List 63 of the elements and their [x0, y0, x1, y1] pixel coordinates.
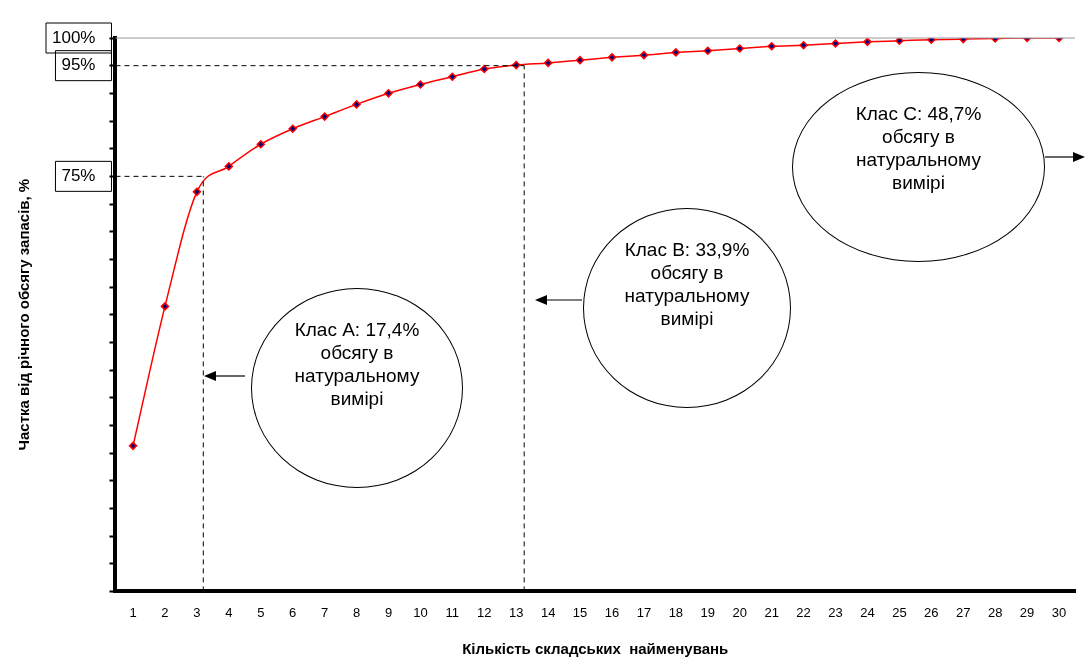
x-tick-label: 25 [892, 604, 907, 620]
annotation: Клас С: 48,7% обсягу в натуральному вимірі [854, 102, 983, 194]
x-tick-label: 2 [161, 604, 169, 620]
point [160, 302, 170, 311]
annotation: Клас А: 17,4% обсягу в натуральному вимірі [293, 318, 421, 410]
x-tick-label: 10 [413, 604, 428, 620]
x-tick-label: 13 [508, 604, 524, 620]
point [384, 89, 393, 98]
x-tick-label: 12 [477, 604, 492, 620]
y-axis-title: Частка від річного обсягу запасів, % [15, 178, 33, 451]
y-tick-label: 75% [61, 166, 96, 186]
x-tick-label: 7 [321, 604, 329, 620]
x-tick-label: 19 [700, 604, 716, 620]
x-tick-label: 17 [636, 604, 652, 620]
point [320, 112, 329, 121]
x-tick-label: 5 [257, 604, 265, 620]
x-tick-label: 26 [924, 604, 939, 620]
point [192, 187, 202, 197]
x-tick-label: 18 [668, 604, 684, 620]
annotation: Клас В: 33,9% обсягу в натуральному вимірі [623, 238, 751, 330]
x-tick-label: 24 [860, 604, 875, 620]
x-tick-label: 3 [193, 604, 201, 620]
point [511, 60, 521, 70]
point [863, 38, 872, 47]
x-tick-label: 11 [445, 604, 460, 620]
x-tick-label: 8 [352, 604, 361, 620]
x-axis-title: Кількість складських найменувань [462, 640, 729, 658]
x-tick-label: 29 [1019, 604, 1035, 620]
point [543, 58, 553, 68]
point [831, 39, 840, 48]
point [416, 80, 425, 89]
point [448, 72, 457, 81]
point [735, 44, 744, 53]
x-tick-label: 30 [1051, 604, 1067, 620]
x-tick-label: 21 [764, 604, 779, 620]
point [575, 55, 585, 65]
x-tick-label: 28 [987, 604, 1003, 620]
x-tick-label: 15 [572, 604, 588, 620]
point [224, 162, 234, 171]
x-tick-label: 23 [828, 604, 843, 620]
x-tick-label: 4 [225, 604, 233, 620]
point [256, 140, 266, 149]
point [767, 42, 776, 51]
x-tick-label: 20 [732, 604, 747, 620]
point [352, 100, 361, 109]
x-tick-label: 9 [384, 604, 393, 620]
x-tick-label: 1 [129, 604, 137, 620]
point [288, 124, 297, 134]
point [480, 64, 489, 74]
point [895, 38, 904, 46]
point [703, 46, 713, 55]
y-tick-label: 95% [61, 55, 96, 75]
x-tick-label: 16 [604, 604, 620, 620]
y-tick-label: 100% [52, 27, 96, 47]
point [639, 50, 649, 60]
x-tick-label: 6 [289, 604, 297, 620]
x-tick-label: 27 [956, 604, 971, 620]
point [671, 48, 681, 57]
point [607, 53, 617, 62]
x-tick-label: 14 [540, 604, 556, 620]
point [128, 441, 138, 451]
point [799, 40, 808, 50]
x-tick-label: 22 [796, 604, 811, 620]
